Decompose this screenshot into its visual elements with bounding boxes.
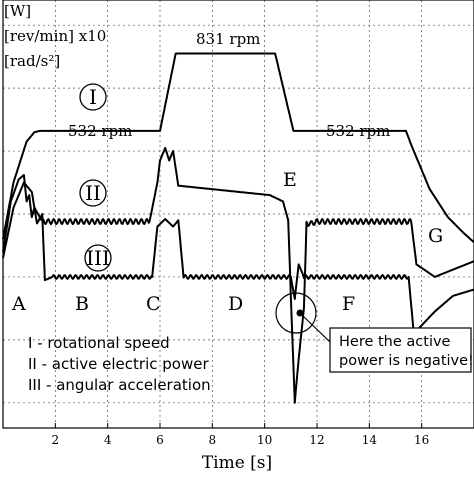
axes [2, 0, 474, 429]
y-unit-label-acceleration: [rad/s²] [4, 52, 60, 70]
phase-label-A: A [11, 293, 26, 315]
x-tick-label: 10 [257, 433, 272, 447]
x-tick-label: 8 [209, 433, 217, 447]
curve-label-II: II [79, 179, 107, 207]
callout-dot [296, 309, 304, 317]
callout-circle [275, 292, 317, 334]
curve-label-I: I [79, 83, 107, 111]
y-unit-label-watts: [W] [4, 2, 31, 20]
series-group [2, 52, 474, 404]
phase-label-D: D [228, 293, 243, 315]
phase-label-G: G [428, 225, 443, 247]
x-tick-label: 2 [52, 433, 60, 447]
series-line-III [2, 181, 474, 335]
phase-label-B: B [75, 293, 89, 315]
callout-pointer [302, 315, 331, 343]
callout-text-line1: Here the active [339, 334, 451, 350]
x-tick-label: 4 [104, 433, 112, 447]
phase-label-C: C [146, 293, 161, 315]
svg-text:I: I [89, 85, 97, 109]
legend-item-acceleration: III - angular acceleration [28, 376, 211, 394]
x-axis-label: Time [s] [202, 453, 272, 473]
series-line-II [2, 146, 474, 404]
x-tick-label: 16 [414, 433, 429, 447]
y-unit-label-speed: [rev/min] x10 [4, 27, 106, 45]
annotation-speed-low-right: 532 rpm [326, 122, 390, 140]
x-tick-label: 14 [362, 433, 378, 447]
annotation-speed-high: 831 rpm [196, 30, 260, 48]
legend-item-speed: I - rotational speed [28, 334, 170, 352]
svg-text:II: II [85, 181, 101, 205]
legend: I - rotational speed II - active electri… [28, 334, 211, 394]
callout-box [329, 327, 472, 373]
plot-frame [2, 0, 474, 429]
svg-text:III: III [86, 246, 110, 270]
series-line-I [2, 52, 474, 244]
callout-text-line2: power is negative! [339, 353, 474, 369]
x-tick-labels: 2 4 6 8 10 12 14 16 [52, 433, 430, 447]
legend-item-power: II - active electric power [28, 355, 209, 373]
curve-label-III: III [84, 244, 112, 272]
annotation-speed-low-left: 532 rpm [68, 122, 132, 140]
x-tick-label: 6 [156, 433, 164, 447]
phase-label-E: E [283, 169, 297, 191]
x-tick-label: 12 [309, 433, 324, 447]
callout: Here the active power is negative! [275, 292, 474, 373]
phase-label-F: F [342, 293, 355, 315]
